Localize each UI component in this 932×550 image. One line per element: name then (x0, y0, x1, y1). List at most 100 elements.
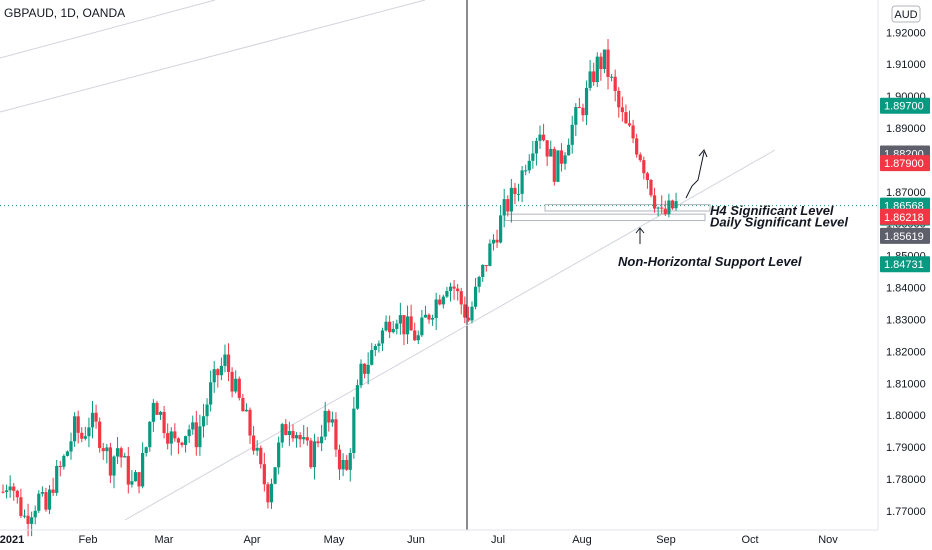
price-tag-label: 1.86218 (884, 212, 924, 224)
candle-body (499, 215, 503, 243)
candle-body (334, 419, 338, 450)
candle-body (652, 195, 657, 209)
candle (538, 125, 542, 149)
candle (477, 275, 481, 293)
candle (26, 503, 30, 537)
candle-body (434, 299, 438, 318)
candle-body (660, 207, 664, 209)
candle-body (484, 265, 488, 267)
candle (549, 140, 553, 157)
candle-body (83, 436, 87, 439)
candle (312, 433, 317, 480)
candle (219, 357, 223, 381)
candle (416, 330, 420, 345)
y-tick-label: 1.89000 (886, 123, 926, 135)
price-tag-label: 1.84731 (884, 259, 924, 271)
candle-body (427, 314, 431, 320)
candle (674, 192, 678, 211)
candle-body (531, 153, 535, 161)
candle-body (244, 409, 249, 412)
projection-arrow (685, 151, 705, 199)
candle-body (180, 442, 184, 445)
candle (169, 427, 173, 456)
candle (373, 343, 377, 357)
candle (65, 450, 70, 457)
candle (216, 368, 220, 388)
candle-body (509, 187, 513, 212)
candle-body (19, 497, 23, 517)
price-tag-label: 1.87900 (884, 158, 924, 170)
candle (595, 52, 599, 88)
candle (73, 412, 77, 447)
candle-body (595, 56, 599, 83)
candle (427, 313, 431, 324)
candle (545, 140, 549, 167)
price-tag-box (880, 227, 930, 244)
candle (330, 411, 334, 427)
x-tick-label: Nov (818, 534, 838, 546)
candle-body (151, 402, 155, 422)
candle-body (567, 144, 571, 156)
candle-body (1, 491, 5, 493)
candle-body (294, 435, 299, 439)
candle-body (477, 276, 481, 287)
candle-body (15, 490, 19, 498)
candle (273, 466, 277, 485)
candle (384, 315, 388, 332)
candle (499, 205, 503, 244)
candle-body (592, 71, 596, 83)
candle-body (287, 431, 291, 435)
candle-body (155, 402, 159, 415)
candle (438, 294, 442, 306)
candle (15, 489, 19, 504)
candle (574, 103, 578, 137)
candle (348, 448, 352, 482)
candle-body (123, 456, 127, 458)
candle (466, 306, 470, 322)
candle-body (284, 424, 288, 435)
candle (12, 482, 16, 501)
candle-body (255, 447, 259, 451)
candle-body (613, 76, 617, 91)
candle (166, 423, 170, 450)
candle-body (384, 321, 388, 331)
candle (470, 301, 474, 324)
candle-body (348, 453, 352, 470)
candle-body (617, 90, 621, 108)
candle-body (377, 343, 381, 346)
candle (398, 302, 402, 335)
candle (473, 277, 478, 310)
candle-body (355, 385, 360, 409)
candle-body (309, 440, 313, 468)
candle (316, 436, 320, 448)
candle-body (316, 441, 320, 444)
candle-body (12, 486, 16, 491)
candle (309, 437, 313, 469)
candle (377, 340, 381, 353)
candle (158, 410, 163, 421)
candle-body (252, 435, 256, 451)
candle-body (216, 369, 220, 376)
y-tick-label: 1.91000 (886, 59, 926, 71)
candle (80, 427, 84, 443)
candle (252, 426, 256, 455)
candle-body (345, 459, 349, 470)
candle-body (126, 456, 130, 485)
candle-body (277, 442, 281, 468)
candle-body (491, 239, 496, 244)
candle (592, 62, 596, 86)
candle-body (173, 431, 177, 439)
h4-level-label: H4 Significant Level (710, 203, 834, 218)
candle (294, 432, 299, 448)
candle (205, 398, 209, 426)
candle (652, 187, 657, 213)
candle-body (627, 123, 632, 126)
candle (244, 403, 249, 412)
candles (1, 38, 678, 537)
candle-body (552, 148, 556, 182)
candle-body (445, 291, 449, 297)
candle (298, 432, 302, 448)
candle-body (577, 107, 581, 109)
candle-body (409, 316, 413, 331)
